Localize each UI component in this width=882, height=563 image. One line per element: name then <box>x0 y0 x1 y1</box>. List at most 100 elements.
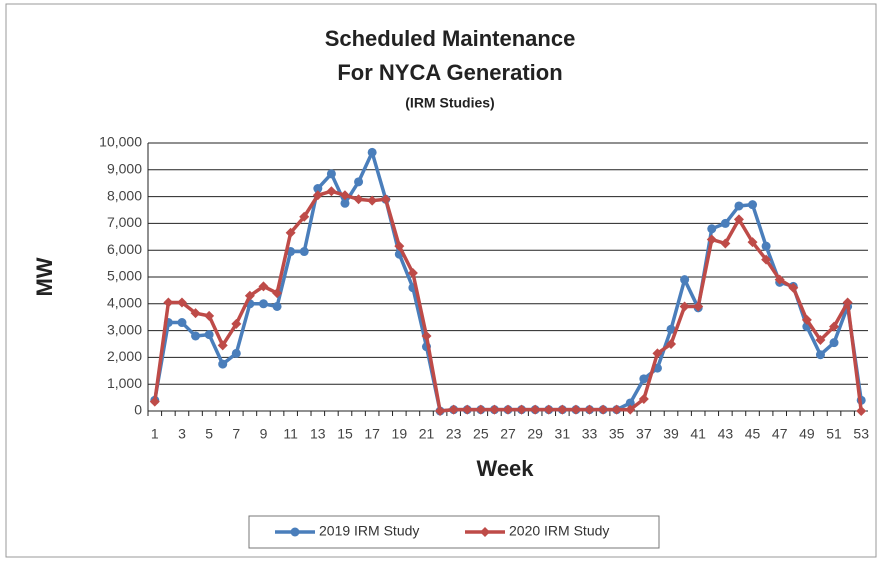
marker <box>815 350 825 360</box>
marker <box>747 237 758 248</box>
x-tick-label: 23 <box>446 426 462 442</box>
x-tick-label: 17 <box>364 426 380 442</box>
marker <box>312 190 323 201</box>
marker <box>354 177 364 187</box>
marker <box>258 281 269 292</box>
x-tick-label: 47 <box>772 426 788 442</box>
x-axis-label: Week <box>476 456 534 481</box>
marker <box>720 218 730 228</box>
marker <box>326 186 337 197</box>
marker <box>652 348 663 359</box>
x-tick-label: 5 <box>205 426 213 442</box>
marker <box>394 241 405 252</box>
marker <box>734 201 744 211</box>
marker <box>584 404 595 415</box>
marker <box>313 184 323 194</box>
x-tick-label: 43 <box>718 426 734 442</box>
marker <box>231 318 242 329</box>
marker <box>204 330 214 340</box>
marker <box>748 200 758 210</box>
marker <box>666 339 677 349</box>
marker <box>475 404 486 415</box>
x-tick-label: 13 <box>310 426 326 442</box>
x-tick-label: 31 <box>555 426 571 442</box>
marker <box>299 247 309 257</box>
marker <box>557 404 568 415</box>
marker <box>285 227 296 238</box>
marker <box>149 396 160 407</box>
y-tick-label: 9,000 <box>107 161 142 177</box>
marker <box>217 340 228 351</box>
marker <box>611 404 622 415</box>
x-tick-label: 29 <box>527 426 543 442</box>
x-tick-label: 25 <box>473 426 489 442</box>
marker <box>326 169 336 179</box>
marker <box>462 404 473 415</box>
marker <box>272 288 283 299</box>
marker <box>666 324 676 334</box>
y-tick-label: 10,000 <box>99 134 142 150</box>
chart-border <box>5 3 877 558</box>
marker <box>435 406 446 416</box>
y-tick-label: 8,000 <box>107 187 142 203</box>
y-tick-label: 7,000 <box>107 214 142 230</box>
x-tick-label: 3 <box>178 426 186 442</box>
marker <box>842 297 853 308</box>
x-tick-label: 37 <box>636 426 652 442</box>
marker <box>639 374 649 384</box>
marker <box>815 334 826 345</box>
marker <box>761 254 772 265</box>
y-tick-label: 0 <box>134 402 142 418</box>
marker <box>421 330 432 341</box>
marker <box>625 404 636 415</box>
x-tick-label: 53 <box>853 426 869 442</box>
marker <box>177 318 187 328</box>
x-tick-label: 7 <box>232 426 240 442</box>
x-tick-label: 21 <box>419 426 435 442</box>
y-tick-label: 6,000 <box>107 241 142 257</box>
x-tick-label: 33 <box>582 426 598 442</box>
marker <box>163 297 174 308</box>
marker <box>516 404 527 415</box>
marker <box>204 310 215 321</box>
x-tick-label: 15 <box>337 426 353 442</box>
marker <box>707 224 717 234</box>
y-tick-label: 3,000 <box>107 321 142 337</box>
marker <box>218 359 228 369</box>
x-tick-label: 39 <box>663 426 679 442</box>
marker <box>788 282 799 293</box>
marker <box>176 297 187 308</box>
legend-label: 2020 IRM Study <box>509 523 609 539</box>
chart-subtitle: (IRM Studies) <box>405 95 494 111</box>
legend-marker <box>480 527 490 537</box>
marker <box>258 299 268 309</box>
marker <box>829 321 840 332</box>
marker <box>625 398 635 408</box>
x-tick-label: 11 <box>283 426 298 442</box>
x-tick-label: 9 <box>260 426 268 442</box>
y-tick-label: 4,000 <box>107 295 142 311</box>
y-tick-label: 2,000 <box>107 348 142 364</box>
x-tick-label: 1 <box>151 426 159 442</box>
marker <box>231 348 241 358</box>
x-tick-label: 41 <box>690 426 706 442</box>
x-tick-label: 19 <box>392 426 408 442</box>
marker <box>733 214 744 225</box>
y-axis-label: MW <box>32 257 57 296</box>
marker <box>680 275 690 285</box>
marker <box>191 331 201 341</box>
marker <box>340 198 350 208</box>
marker <box>448 404 459 415</box>
y-tick-label: 5,000 <box>107 268 142 284</box>
x-tick-label: 45 <box>745 426 761 442</box>
marker <box>339 190 350 201</box>
marker <box>353 194 364 205</box>
legend-label: 2019 IRM Study <box>319 523 419 539</box>
x-tick-label: 51 <box>826 426 842 442</box>
marker <box>367 195 378 206</box>
marker <box>190 308 201 319</box>
chart-title: For NYCA Generation <box>337 60 562 85</box>
x-tick-label: 49 <box>799 426 815 442</box>
marker <box>706 234 717 245</box>
marker <box>720 238 731 249</box>
